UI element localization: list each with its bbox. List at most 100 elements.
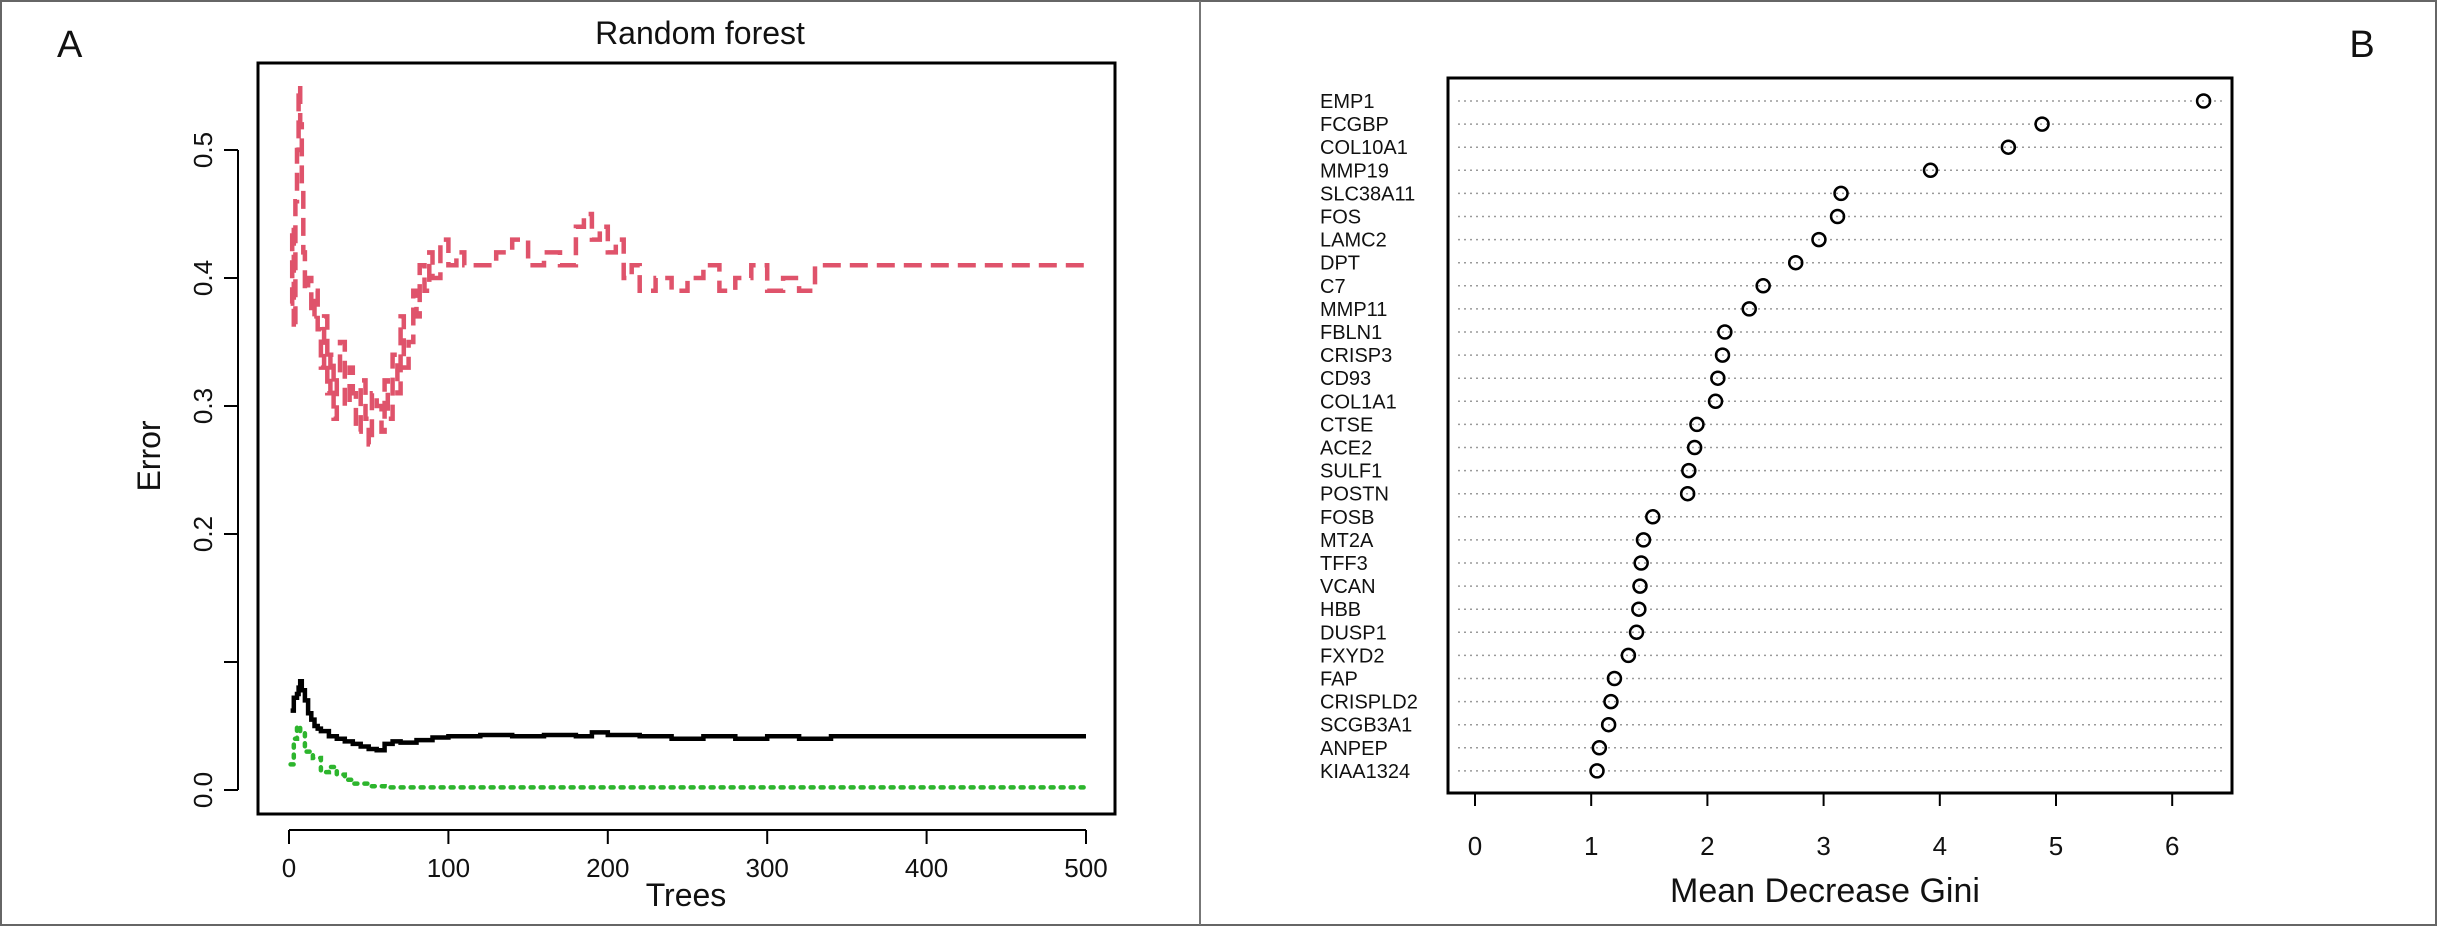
panel-b: B EMP1FCGBPCOL10A1MMP19SLC38A11FOSLAMC2D…: [1320, 24, 2375, 910]
data-point: [1707, 393, 1724, 410]
panel-b-label: B: [2349, 24, 2374, 66]
category-label: HBB: [1320, 599, 1361, 621]
chart-a-plot-box: [256, 61, 1117, 816]
chart-a-x-label: Trees: [646, 877, 727, 913]
x-tick-label: 0: [282, 853, 296, 883]
series-line-dotted: [288, 723, 1089, 790]
category-label: CRISP3: [1320, 345, 1392, 367]
chart-a-series: [288, 83, 1089, 790]
data-point: [1620, 647, 1637, 664]
panel-a-label: A: [57, 24, 83, 66]
data-point: [1686, 439, 1703, 456]
category-label: MMP11: [1320, 299, 1387, 321]
y-tick-label: 0.2: [188, 516, 218, 552]
data-point: [1741, 301, 1757, 317]
data-point: [1829, 208, 1846, 225]
x-tick-label: 400: [905, 853, 948, 883]
chart-a-x-axis: 0 100 200 300 400 500: [282, 829, 1108, 883]
chart-b-points: [1589, 93, 2212, 779]
data-point: [1787, 254, 1804, 271]
data-point: [1645, 509, 1661, 525]
category-label: FXYD2: [1320, 645, 1384, 667]
category-label: FOS: [1320, 207, 1361, 229]
x-tick-label: 3: [1816, 831, 1830, 861]
data-point: [1922, 162, 1939, 179]
x-tick-label: 2: [1700, 831, 1714, 861]
x-tick-label: 4: [1933, 831, 1947, 861]
category-label: FOSB: [1320, 507, 1374, 529]
data-point: [1631, 601, 1647, 617]
data-point: [1606, 670, 1623, 687]
category-label: DPT: [1320, 253, 1360, 275]
category-label: KIAA1324: [1320, 761, 1410, 783]
chart-b-x-label: Mean Decrease Gini: [1670, 872, 1980, 910]
chart-b-gridlines: [1458, 100, 2222, 772]
data-point: [1755, 278, 1771, 294]
category-label: FBLN1: [1320, 322, 1382, 344]
data-point: [1632, 578, 1648, 594]
category-label: FCGBP: [1320, 114, 1389, 136]
category-label: C7: [1320, 276, 1346, 298]
data-point: [1600, 716, 1617, 733]
data-point: [1633, 555, 1649, 571]
category-label: MMP19: [1320, 160, 1389, 182]
series-line-solid: [290, 678, 1086, 753]
chart-b-category-labels: EMP1FCGBPCOL10A1MMP19SLC38A11FOSLAMC2DPT…: [1320, 91, 1418, 783]
chart-a-title: Random forest: [595, 15, 805, 51]
category-label: CD93: [1320, 368, 1371, 390]
y-tick-label: 0.3: [188, 388, 218, 424]
data-point: [2034, 116, 2050, 132]
data-point: [1681, 462, 1697, 479]
data-point: [1717, 324, 1733, 340]
panel-a: A Random forest 0 100 200 300 400 500 0.00.20…: [57, 15, 1117, 913]
chart-a-y-axis: 0.0 0.2 0.3 0.4 0.5: [188, 132, 239, 808]
category-label: ANPEP: [1320, 738, 1388, 760]
chart-b-x-axis: 0 1 2 3 4 5 6: [1468, 793, 2179, 861]
category-label: VCAN: [1320, 576, 1376, 598]
category-label: EMP1: [1320, 91, 1374, 113]
data-point: [1591, 740, 1608, 756]
x-tick-label: 0: [1468, 831, 1482, 861]
category-label: LAMC2: [1320, 230, 1387, 252]
x-tick-label: 300: [746, 853, 789, 883]
data-point: [2000, 139, 2017, 155]
data-point: [1833, 185, 1849, 202]
data-point: [1689, 416, 1705, 433]
category-label: COL1A1: [1320, 391, 1397, 413]
category-label: ACE2: [1320, 438, 1372, 460]
y-tick-label: 0.4: [188, 260, 218, 296]
data-point: [1811, 231, 1827, 248]
category-label: FAP: [1320, 669, 1358, 691]
category-label: CRISPLD2: [1320, 692, 1418, 714]
data-point: [1710, 370, 1726, 386]
data-point: [1714, 347, 1731, 363]
category-label: TFF3: [1320, 553, 1368, 575]
chart-b-plot-box: [1446, 76, 2234, 795]
x-tick-label: 200: [586, 853, 629, 883]
y-tick-label: 0.5: [188, 132, 218, 168]
category-label: SLC38A11: [1320, 183, 1415, 205]
category-label: COL10A1: [1320, 137, 1408, 159]
y-tick-label: 0.0: [188, 772, 218, 808]
x-tick-label: 100: [427, 853, 470, 883]
category-label: SULF1: [1320, 461, 1382, 483]
category-label: SCGB3A1: [1320, 715, 1412, 737]
category-label: MT2A: [1320, 530, 1374, 552]
x-tick-label: 5: [2049, 831, 2063, 861]
data-point: [2195, 93, 2212, 109]
data-point: [1628, 624, 1645, 641]
x-tick-label: 6: [2165, 831, 2179, 861]
data-point: [1589, 763, 1605, 779]
x-tick-label: 500: [1064, 853, 1107, 883]
category-label: DUSP1: [1320, 622, 1387, 644]
data-point: [1635, 532, 1652, 548]
chart-a-y-label: Error: [131, 420, 167, 491]
data-point: [1603, 693, 1619, 710]
category-label: POSTN: [1320, 484, 1389, 506]
x-tick-label: 1: [1584, 831, 1598, 861]
category-label: CTSE: [1320, 414, 1373, 436]
data-point: [1679, 485, 1696, 502]
series-line-dashed: [289, 83, 1086, 447]
